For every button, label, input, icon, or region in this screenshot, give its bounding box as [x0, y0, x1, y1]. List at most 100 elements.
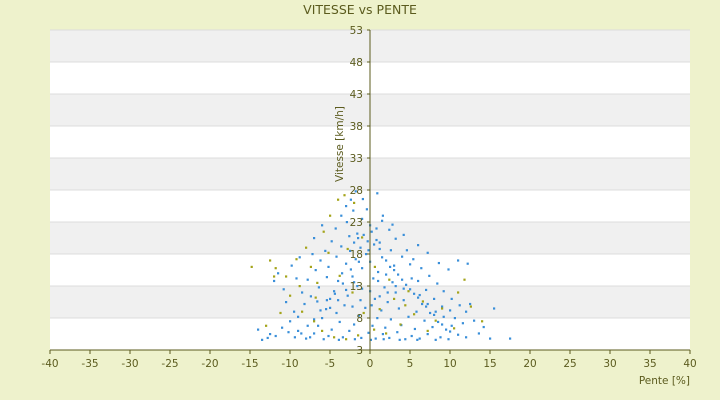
x-axis-ticks: -40 -35 -30 -25 -20 -15 -10 -5 0 5 10 15 20 25 30 35 40: [41, 350, 697, 370]
x-tick-label: 40: [683, 358, 696, 370]
x-tick-label: 30: [603, 358, 616, 370]
data-point: [453, 317, 456, 320]
x-tick-label: -15: [241, 358, 258, 370]
data-point: [301, 310, 304, 313]
data-point: [361, 267, 364, 270]
data-point: [373, 265, 376, 268]
data-point: [361, 217, 364, 220]
data-point: [413, 292, 416, 295]
data-point: [295, 277, 298, 280]
data-point: [333, 290, 336, 293]
data-point: [346, 247, 349, 251]
data-point: [381, 219, 384, 222]
data-point: [372, 277, 375, 280]
data-point: [373, 243, 376, 246]
y-tick-label: 28: [350, 185, 363, 197]
data-point: [340, 245, 343, 248]
data-point: [289, 320, 292, 323]
data-point: [353, 281, 356, 284]
data-point: [426, 251, 429, 254]
data-point: [317, 324, 320, 327]
data-point: [412, 258, 415, 261]
data-point: [282, 288, 285, 291]
data-point: [415, 310, 418, 313]
data-point: [425, 305, 428, 308]
data-point: [297, 315, 300, 318]
data-point: [421, 300, 424, 303]
data-point: [301, 291, 304, 294]
data-point: [394, 285, 397, 288]
data-point: [343, 304, 346, 307]
data-point: [410, 277, 413, 280]
data-point: [317, 286, 320, 289]
data-point: [402, 287, 405, 290]
data-point: [327, 251, 330, 254]
data-point: [285, 301, 288, 304]
data-point: [348, 235, 351, 238]
data-point: [391, 281, 394, 284]
data-point: [378, 241, 381, 244]
data-point: [493, 307, 496, 310]
data-point: [353, 201, 356, 204]
data-point: [423, 319, 426, 322]
data-point: [273, 279, 276, 283]
data-point: [447, 338, 450, 341]
data-point: [361, 236, 364, 239]
data-point: [335, 311, 338, 315]
data-point: [463, 278, 466, 281]
data-point: [461, 322, 464, 325]
data-point: [337, 279, 340, 283]
x-tick-label: -10: [281, 358, 298, 370]
data-point: [359, 246, 362, 249]
data-point: [425, 288, 428, 292]
data-point: [357, 314, 360, 317]
data-point: [386, 301, 389, 304]
data-point: [442, 290, 445, 293]
data-point: [384, 326, 387, 329]
data-point: [421, 302, 424, 306]
data-point: [389, 318, 392, 321]
data-point: [450, 324, 453, 327]
data-point: [345, 221, 348, 224]
data-point: [353, 241, 356, 244]
data-point: [402, 233, 405, 236]
data-point: [266, 336, 269, 340]
data-point: [404, 338, 407, 341]
data-point: [418, 337, 421, 340]
y-tick-label: 33: [350, 153, 363, 165]
data-point: [374, 337, 377, 340]
x-tick-label: 25: [563, 358, 576, 370]
data-point: [321, 329, 324, 332]
data-point: [289, 294, 292, 297]
data-point: [477, 332, 480, 335]
data-point: [457, 333, 460, 336]
x-axis-label: Pente [%]: [639, 375, 690, 387]
data-point: [305, 337, 308, 340]
x-tick-label: 5: [407, 358, 414, 370]
data-point: [388, 228, 391, 231]
chart-title: VITESSE vs PENTE: [303, 2, 417, 17]
data-point: [377, 270, 380, 274]
data-point: [290, 264, 293, 267]
data-point: [401, 278, 404, 281]
data-point: [449, 330, 452, 333]
data-point: [330, 240, 333, 243]
data-point: [319, 259, 322, 262]
data-point: [431, 325, 434, 329]
data-point: [303, 302, 306, 306]
data-point: [360, 336, 363, 340]
data-point: [345, 262, 348, 265]
data-point: [341, 336, 344, 339]
data-point: [385, 332, 388, 335]
data-point: [311, 253, 314, 256]
data-point: [362, 233, 365, 236]
data-point: [356, 285, 359, 288]
data-point: [325, 276, 328, 279]
data-point: [306, 278, 309, 281]
data-point: [297, 329, 300, 332]
data-point: [417, 244, 420, 247]
data-point: [349, 198, 352, 201]
x-tick-label: 10: [443, 358, 456, 370]
data-point: [458, 304, 461, 307]
